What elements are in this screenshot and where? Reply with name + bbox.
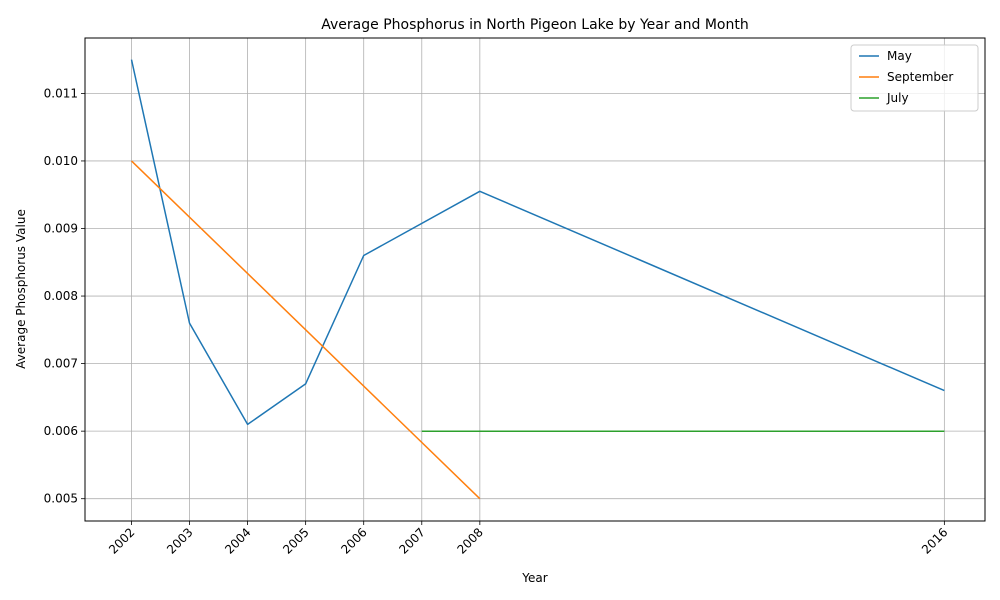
x-tick-label: 2002 [106,525,137,556]
legend-box [850,44,979,112]
x-tick-label: 2004 [222,525,253,556]
x-tick-label: 2007 [396,525,427,556]
x-tick-label: 2006 [338,525,369,556]
plot-frame [84,37,986,522]
series-line-may [130,59,945,426]
grid [85,38,985,521]
x-tick-label: 2003 [164,525,195,556]
x-tick-label: 2008 [454,525,485,556]
y-tick-label: 0.010 [44,154,78,168]
y-tick-label: 0.009 [44,221,78,235]
legend: May September July [850,44,979,112]
x-tick-label: 2005 [280,525,311,556]
legend-label: May [887,49,912,63]
y-tick-label: 0.008 [44,289,78,303]
y-tick-label: 0.005 [44,492,78,506]
axis-ticks: 2002 2003 2004 2005 2006 2007 2008 2016 0.005 0.0… [44,86,951,556]
series-line-september [130,160,481,500]
chart-title: Average Phosphorus in North Pigeon Lake … [321,17,748,33]
x-axis-title: Year [521,571,547,585]
y-axis-title: Average Phosphorus Value [14,209,28,369]
y-tick-label: 0.006 [44,424,78,438]
legend-label: July [886,91,909,105]
y-tick-label: 0.007 [44,357,78,371]
series-lines [130,59,945,500]
legend-label: September [887,70,953,84]
y-tick-label: 0.011 [44,86,78,100]
x-tick-label: 2016 [919,525,950,556]
